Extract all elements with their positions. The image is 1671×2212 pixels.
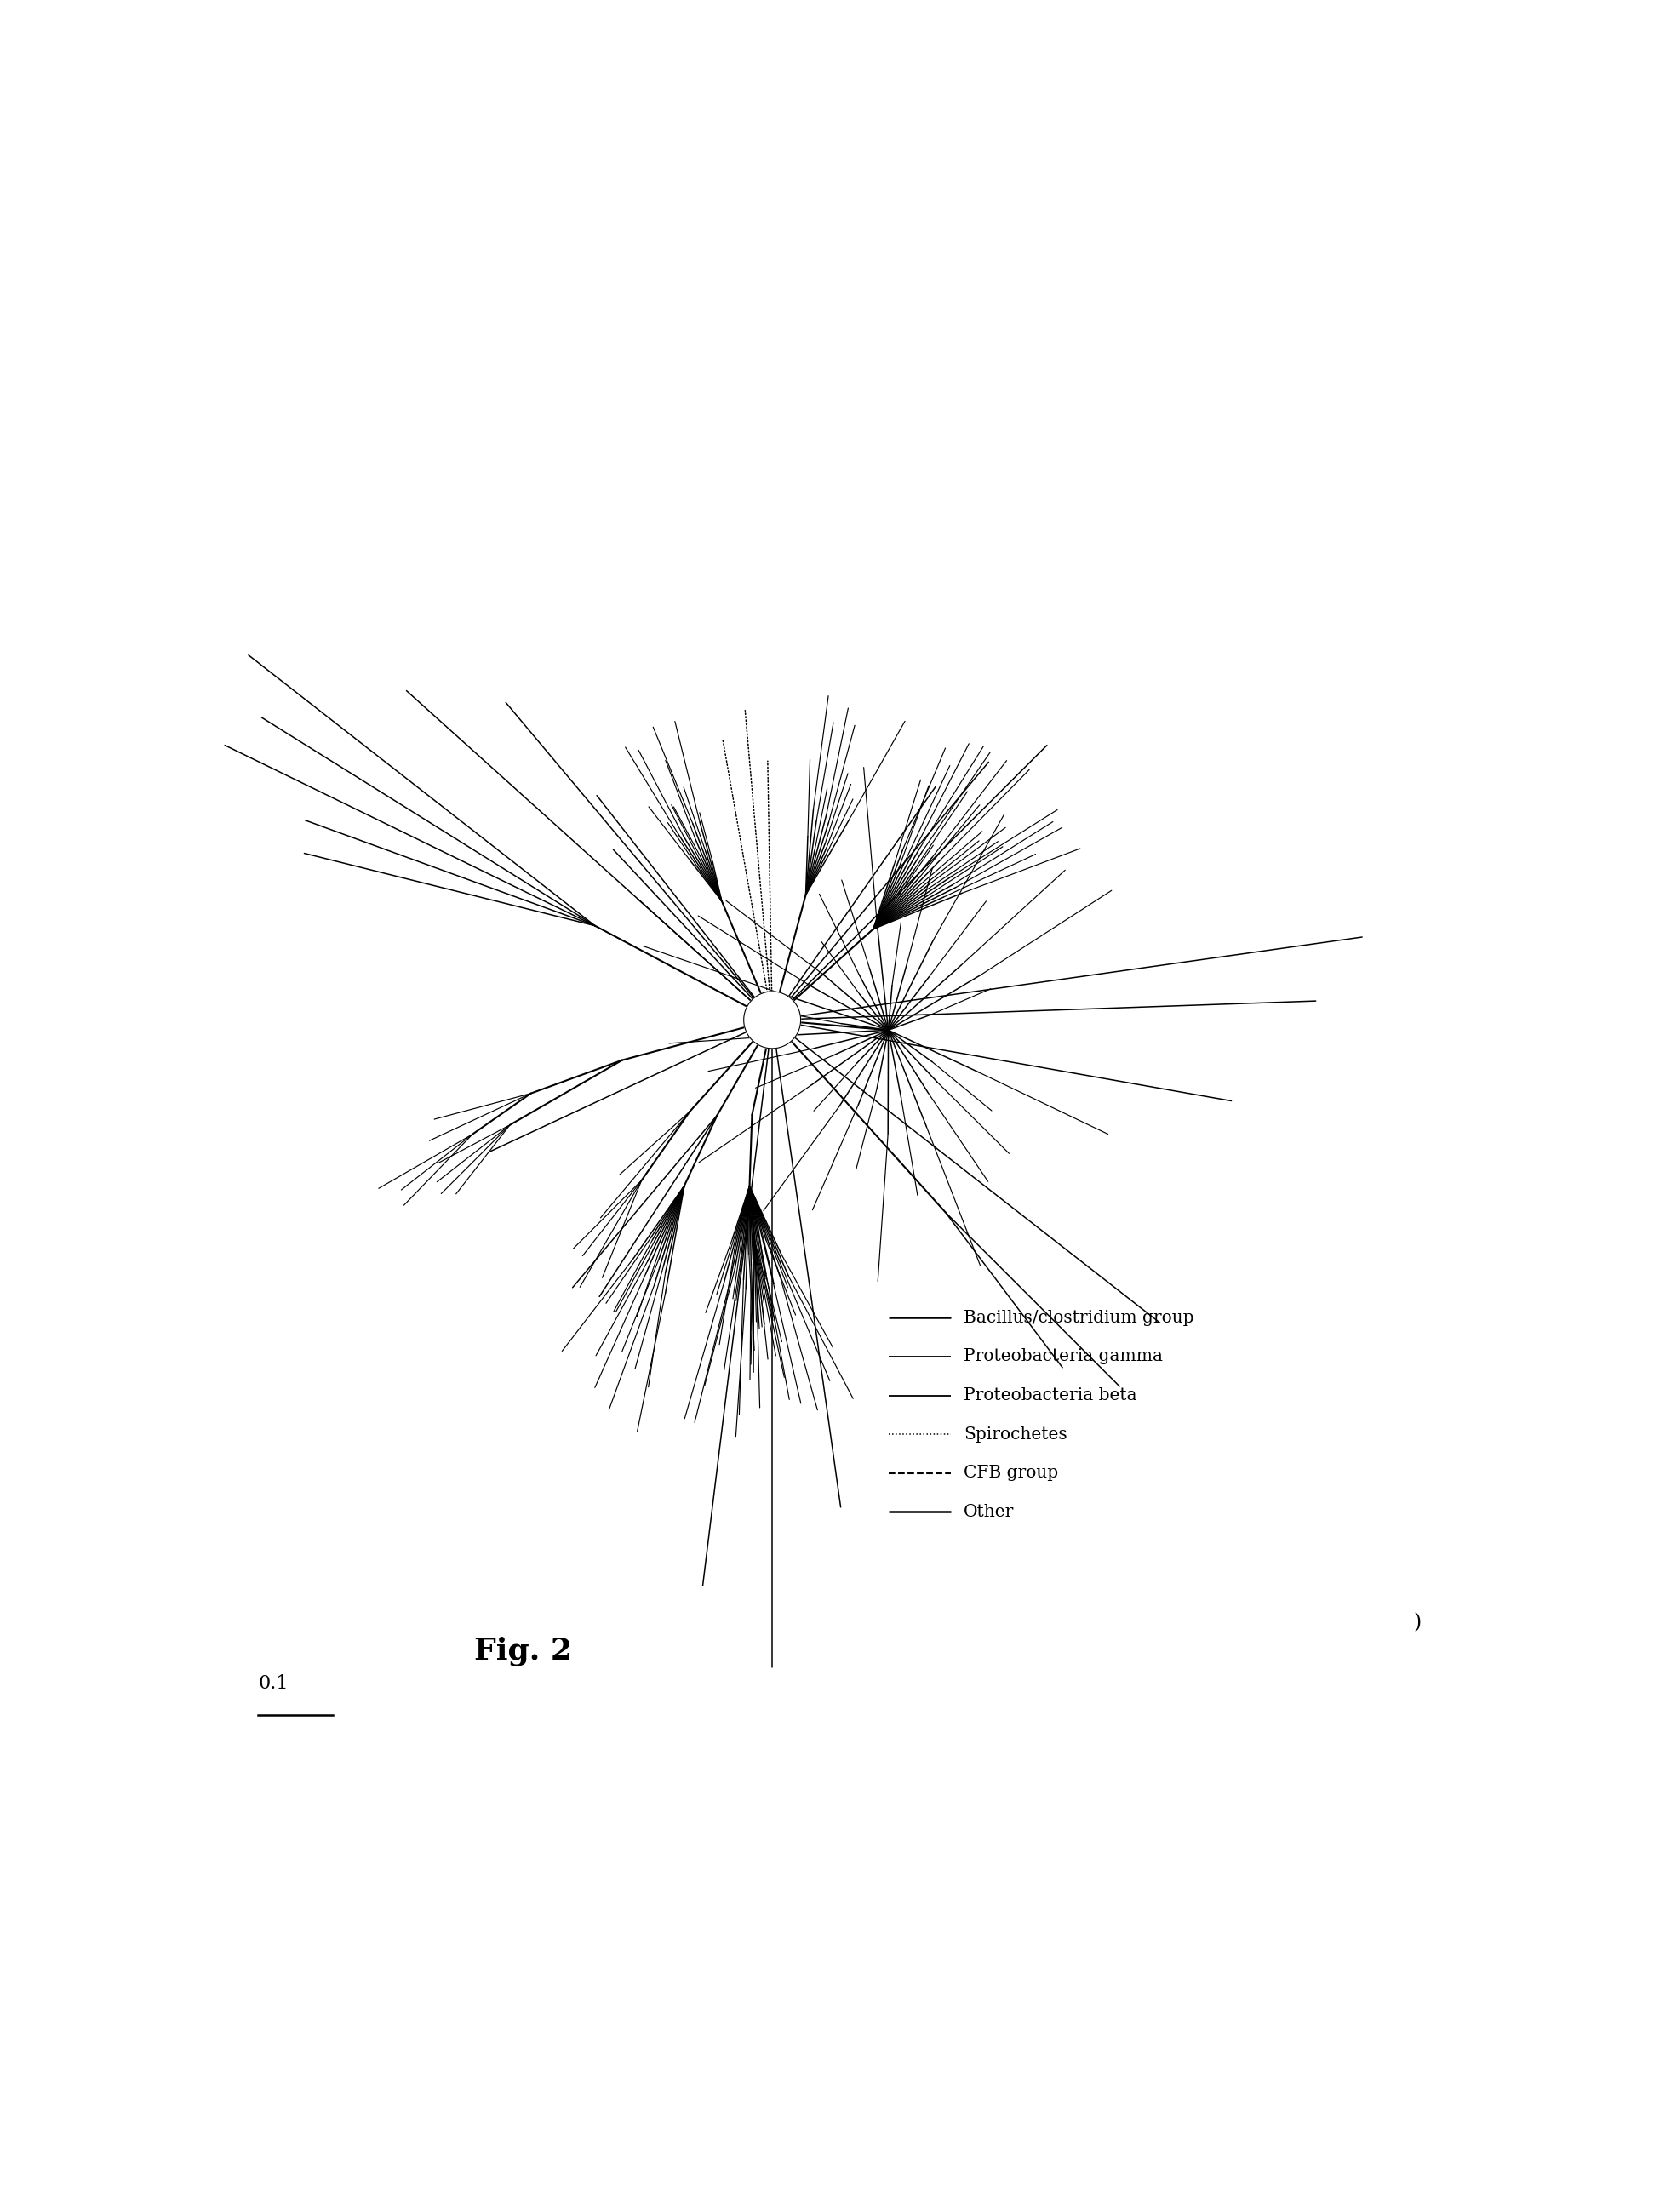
Text: Spirochetes: Spirochetes <box>964 1427 1068 1442</box>
Text: Proteobacteria beta: Proteobacteria beta <box>964 1387 1138 1405</box>
Text: Proteobacteria gamma: Proteobacteria gamma <box>964 1349 1163 1365</box>
Text: 0.1: 0.1 <box>257 1674 289 1692</box>
Text: ): ) <box>1414 1613 1420 1632</box>
Text: CFB group: CFB group <box>964 1464 1058 1482</box>
Text: Other: Other <box>964 1504 1014 1520</box>
Text: Fig. 2: Fig. 2 <box>475 1637 571 1666</box>
Polygon shape <box>744 991 800 1048</box>
Text: Bacillus/clostridium group: Bacillus/clostridium group <box>964 1310 1195 1325</box>
